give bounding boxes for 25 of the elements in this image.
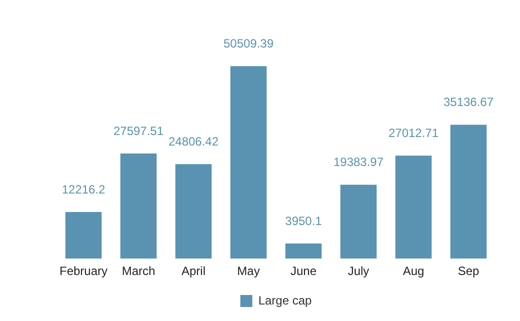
x-tick-label: June (290, 264, 317, 278)
data-label: 27597.51 (113, 124, 164, 138)
bar (285, 244, 322, 259)
bar (230, 66, 267, 259)
bar (120, 153, 157, 259)
bar (340, 184, 377, 259)
legend-label: Large cap (258, 293, 312, 308)
x-tick-label: March (122, 264, 156, 278)
bar (175, 164, 212, 259)
x-tick-label: Aug (402, 264, 424, 278)
x-tick-label: February (59, 264, 108, 278)
data-label: 27012.71 (388, 126, 439, 140)
x-tick-label: April (181, 264, 206, 278)
data-label: 19383.97 (333, 155, 384, 170)
x-tick-label: Sep (458, 264, 480, 278)
data-label: 35136.67 (443, 95, 494, 110)
data-label: 24806.42 (168, 134, 219, 148)
x-tick-label: July (348, 264, 370, 278)
data-label: 12216.2 (62, 182, 106, 196)
data-label: 3950.1 (285, 214, 322, 228)
bar (395, 156, 432, 259)
bar (65, 212, 102, 259)
x-tick-label: May (237, 264, 260, 278)
bar (450, 124, 487, 259)
data-label: 50509.39 (223, 36, 274, 50)
